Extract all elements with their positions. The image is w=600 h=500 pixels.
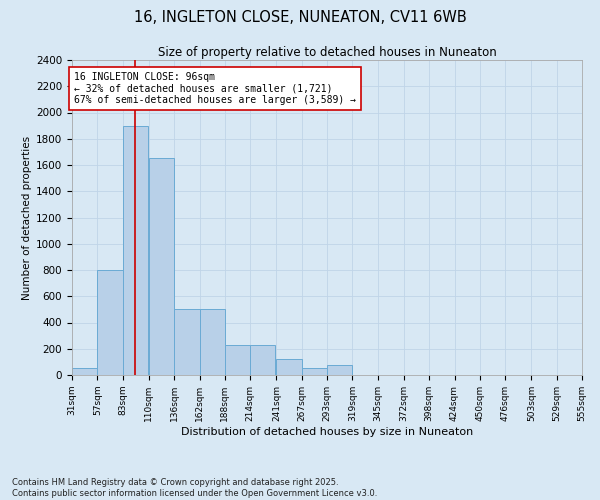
X-axis label: Distribution of detached houses by size in Nuneaton: Distribution of detached houses by size … bbox=[181, 426, 473, 436]
Bar bbox=[327, 364, 352, 375]
Title: Size of property relative to detached houses in Nuneaton: Size of property relative to detached ho… bbox=[158, 46, 496, 59]
Bar bbox=[174, 310, 200, 375]
Bar bbox=[302, 368, 327, 375]
Bar bbox=[199, 310, 225, 375]
Y-axis label: Number of detached properties: Number of detached properties bbox=[22, 136, 32, 300]
Bar bbox=[72, 368, 97, 375]
Bar bbox=[122, 126, 148, 375]
Bar bbox=[97, 270, 122, 375]
Bar bbox=[225, 345, 250, 375]
Bar bbox=[250, 345, 275, 375]
Text: Contains HM Land Registry data © Crown copyright and database right 2025.
Contai: Contains HM Land Registry data © Crown c… bbox=[12, 478, 377, 498]
Bar bbox=[149, 158, 174, 375]
Text: 16 INGLETON CLOSE: 96sqm
← 32% of detached houses are smaller (1,721)
67% of sem: 16 INGLETON CLOSE: 96sqm ← 32% of detach… bbox=[74, 72, 356, 105]
Bar bbox=[277, 359, 302, 375]
Text: 16, INGLETON CLOSE, NUNEATON, CV11 6WB: 16, INGLETON CLOSE, NUNEATON, CV11 6WB bbox=[134, 10, 466, 25]
